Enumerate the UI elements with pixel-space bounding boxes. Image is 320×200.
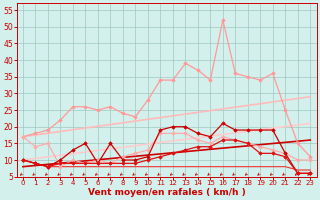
X-axis label: Vent moyen/en rafales ( km/h ): Vent moyen/en rafales ( km/h ) bbox=[88, 188, 245, 197]
